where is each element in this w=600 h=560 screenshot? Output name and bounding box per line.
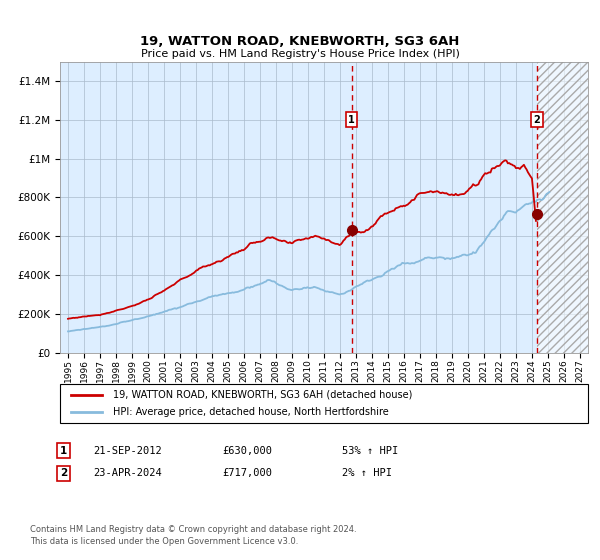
Text: 19, WATTON ROAD, KNEBWORTH, SG3 6AH (detached house): 19, WATTON ROAD, KNEBWORTH, SG3 6AH (det… <box>113 390 412 400</box>
Text: 2% ↑ HPI: 2% ↑ HPI <box>342 468 392 478</box>
Bar <box>537 62 588 353</box>
Text: £630,000: £630,000 <box>222 446 272 456</box>
Text: 1: 1 <box>60 446 67 456</box>
Text: 23-APR-2024: 23-APR-2024 <box>93 468 162 478</box>
Text: 2: 2 <box>533 115 541 125</box>
Text: 1: 1 <box>348 115 355 125</box>
Text: Contains HM Land Registry data © Crown copyright and database right 2024.
This d: Contains HM Land Registry data © Crown c… <box>30 525 356 546</box>
Bar <box>537 62 588 353</box>
Text: 19, WATTON ROAD, KNEBWORTH, SG3 6AH: 19, WATTON ROAD, KNEBWORTH, SG3 6AH <box>140 35 460 48</box>
Text: 2: 2 <box>60 468 67 478</box>
Text: HPI: Average price, detached house, North Hertfordshire: HPI: Average price, detached house, Nort… <box>113 407 389 417</box>
Text: 21-SEP-2012: 21-SEP-2012 <box>93 446 162 456</box>
Text: 53% ↑ HPI: 53% ↑ HPI <box>342 446 398 456</box>
Text: £717,000: £717,000 <box>222 468 272 478</box>
Text: Price paid vs. HM Land Registry's House Price Index (HPI): Price paid vs. HM Land Registry's House … <box>140 49 460 59</box>
FancyBboxPatch shape <box>60 384 588 423</box>
